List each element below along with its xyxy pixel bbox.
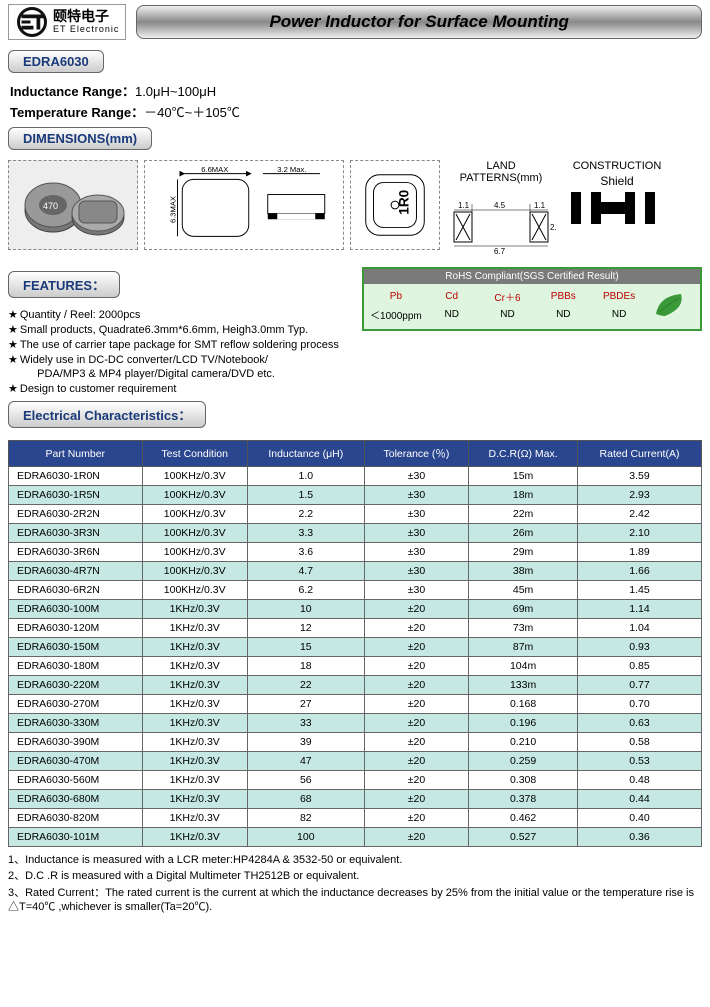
header-row: 颐特电子 ET Electronic Power Inductor for Su… (8, 4, 702, 40)
table-row: EDRA6030-470M1KHz/0.3V47±200.2590.53 (9, 752, 702, 771)
table-row: EDRA6030-4R7N100KHz/0.3V4.7±3038m1.66 (9, 562, 702, 581)
feature-item: Design to customer requirement (8, 382, 354, 397)
top-view-drawing: 1R0 (350, 160, 440, 250)
company-name-en: ET Electronic (53, 25, 119, 35)
feature-item: Quantity / Reel: 2000pcs (8, 308, 354, 323)
svg-text:1.1: 1.1 (534, 201, 546, 210)
table-header: Rated Current(A) (578, 441, 702, 467)
table-row: EDRA6030-1R0N100KHz/0.3V1.0±3015m3.59 (9, 467, 702, 486)
features-heading: FEATURES： (8, 271, 120, 298)
rohs-col: Cr＋6 (482, 289, 534, 304)
rohs-col: Pb (370, 291, 422, 302)
footnotes: 1、Inductance is measured with a LCR mete… (8, 853, 702, 914)
outline-drawing: 6.6MAX 6.3MAX 3.2 Max. (144, 160, 344, 250)
table-header: D.C.R(Ω) Max. (469, 441, 578, 467)
svg-text:4.5: 4.5 (494, 201, 506, 210)
company-name-cn: 颐特电子 (53, 9, 119, 24)
dim-length: 6.6MAX (201, 165, 228, 174)
table-row: EDRA6030-150M1KHz/0.3V15±2087m0.93 (9, 638, 702, 657)
table-row: EDRA6030-220M1KHz/0.3V22±20133m0.77 (9, 676, 702, 695)
top-mark: 1R0 (397, 189, 412, 214)
table-row: EDRA6030-330M1KHz/0.3V33±200.1960.63 (9, 714, 702, 733)
dimensions-heading: DIMENSIONS(mm) (8, 127, 152, 150)
svg-text:6.7: 6.7 (494, 247, 506, 256)
rohs-val: ND (426, 309, 478, 320)
feature-item: The use of carrier tape package for SMT … (8, 338, 354, 353)
rohs-col: PBDEs (593, 291, 645, 302)
dim-width: 6.3MAX (169, 196, 178, 223)
svg-text:2.3: 2.3 (550, 223, 556, 232)
electrical-table: Part NumberTest ConditionInductance (μH)… (8, 440, 702, 847)
table-header: Test Condition (142, 441, 247, 467)
table-header: Part Number (9, 441, 143, 467)
table-row: EDRA6030-101M1KHz/0.3V100±200.5270.36 (9, 828, 702, 847)
rohs-val: ND (593, 309, 645, 320)
table-row: EDRA6030-1R5N100KHz/0.3V1.5±3018m2.93 (9, 486, 702, 505)
electrical-heading: Electrical Characteristics： (8, 401, 206, 428)
rohs-col: Cd (426, 291, 478, 302)
features-list: Quantity / Reel: 2000pcsSmall products, … (8, 308, 354, 397)
table-row: EDRA6030-390M1KHz/0.3V39±200.2100.58 (9, 733, 702, 752)
rohs-col: PBBs (537, 291, 589, 302)
shield-icon (567, 188, 667, 228)
page-title: Power Inductor for Surface Mounting (136, 5, 702, 39)
feature-item: PDA/MP3 & MP4 player/Digital camera/DVD … (16, 367, 354, 382)
table-header: Tolerance (％) (364, 441, 468, 467)
feature-item: Small products, Quadrate6.3mm*6.6mm, Hei… (8, 323, 354, 338)
table-row: EDRA6030-820M1KHz/0.3V82±200.4620.40 (9, 809, 702, 828)
rohs-val: ＜1000ppm (370, 307, 422, 322)
table-row: EDRA6030-6R2N100KHz/0.3V6.2±3045m1.45 (9, 581, 702, 600)
table-row: EDRA6030-680M1KHz/0.3V68±200.3780.44 (9, 790, 702, 809)
feature-item: Widely use in DC-DC converter/LCD TV/Not… (8, 353, 354, 368)
rohs-val: ND (482, 309, 534, 320)
table-row: EDRA6030-560M1KHz/0.3V56±200.3080.48 (9, 771, 702, 790)
footnote: 2、D.C .R is measured with a Digital Mult… (8, 869, 702, 883)
rohs-val: ND (537, 309, 589, 320)
product-photo: 470 (8, 160, 138, 250)
table-row: EDRA6030-3R3N100KHz/0.3V3.3±3026m2.10 (9, 524, 702, 543)
table-row: EDRA6030-3R6N100KHz/0.3V3.6±3029m1.89 (9, 543, 702, 562)
table-row: EDRA6030-270M1KHz/0.3V27±200.1680.70 (9, 695, 702, 714)
footnote: 3、Rated Current：The rated current is the… (8, 886, 702, 915)
table-header: Inductance (μH) (247, 441, 364, 467)
part-series-badge: EDRA6030 (8, 50, 104, 73)
leaf-icon (649, 288, 694, 323)
temperature-range: Temperature Range：－40℃~＋105℃ (10, 102, 702, 121)
table-row: EDRA6030-100M1KHz/0.3V10±2069m1.14 (9, 600, 702, 619)
et-logo-icon (15, 7, 49, 37)
table-row: EDRA6030-120M1KHz/0.3V12±2073m1.04 (9, 619, 702, 638)
construction: CONSTRUCTION Shield (562, 160, 672, 231)
table-row: EDRA6030-180M1KHz/0.3V18±20104m0.85 (9, 657, 702, 676)
land-pattern: LAND PATTERNS(mm) 1.1 4.5 1.1 6.7 2.3 (446, 160, 556, 261)
inductance-range: Inductance Range：1.0μH~100μH (10, 81, 702, 100)
dim-height: 3.2 Max. (277, 165, 306, 174)
footnote: 1、Inductance is measured with a LCR mete… (8, 853, 702, 867)
company-logo: 颐特电子 ET Electronic (8, 4, 126, 40)
table-row: EDRA6030-2R2N100KHz/0.3V2.2±3022m2.42 (9, 505, 702, 524)
svg-text:1.1: 1.1 (458, 201, 470, 210)
photo-mark-text: 470 (43, 201, 58, 211)
dimensions-row: 470 6.6MAX 6.3MAX 3.2 Max. (8, 160, 702, 261)
rohs-box: RoHS Compliant(SGS Certified Result) PbC… (362, 267, 702, 331)
